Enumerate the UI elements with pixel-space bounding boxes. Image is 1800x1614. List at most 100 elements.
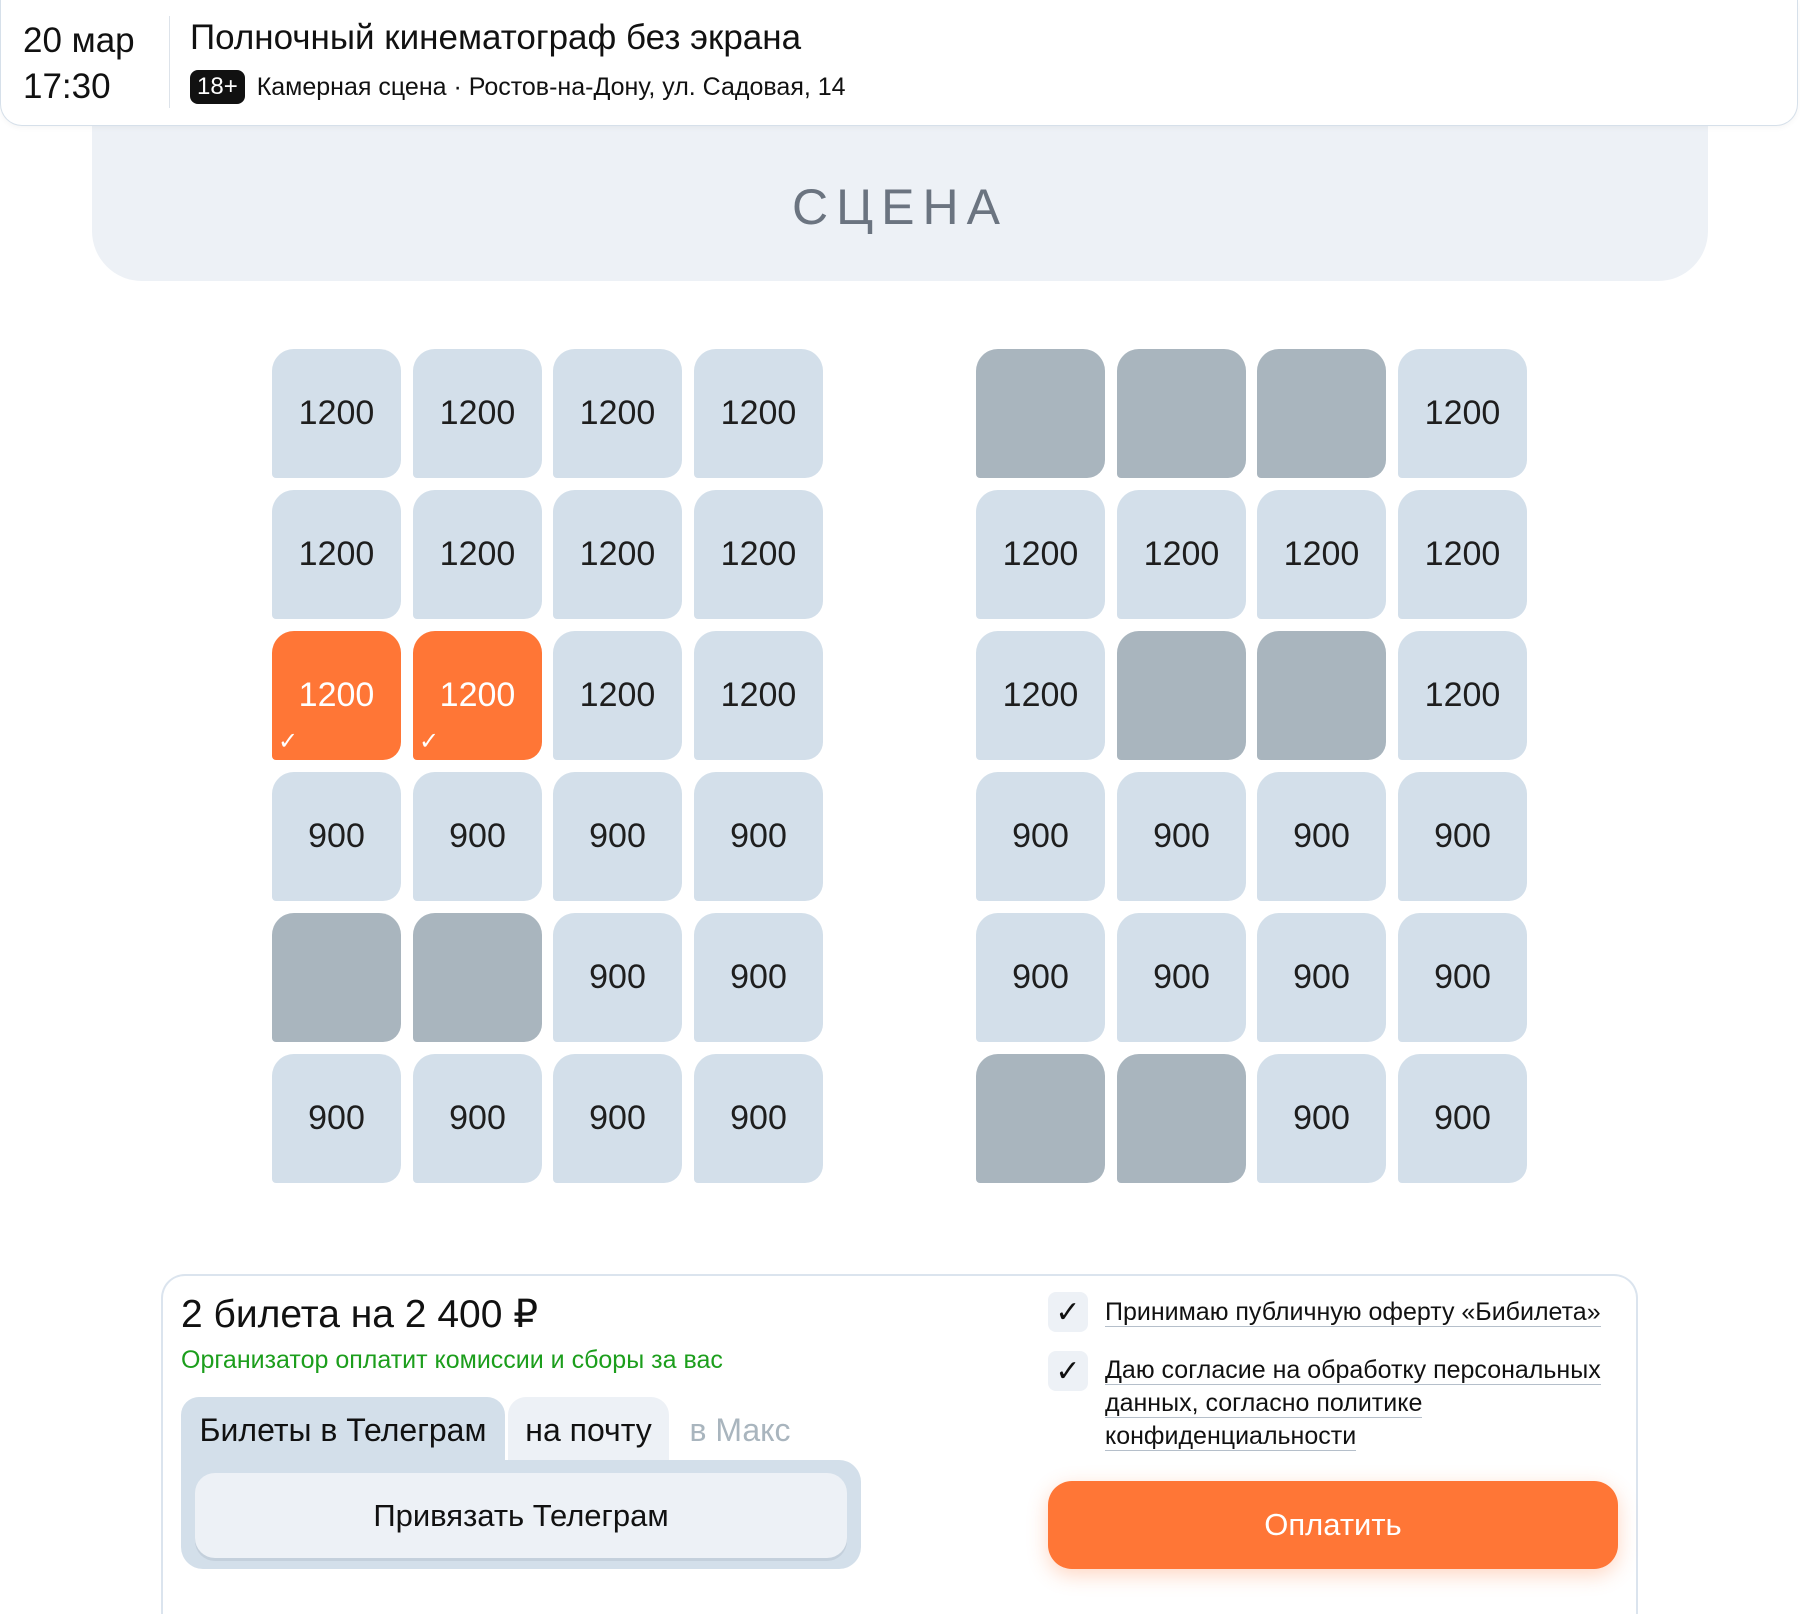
seat-occupied bbox=[976, 1054, 1105, 1183]
seat[interactable]: 900 bbox=[976, 772, 1105, 901]
seat[interactable]: 900 bbox=[694, 913, 823, 1042]
seat-price: 1200 bbox=[579, 676, 656, 714]
seat-price: 900 bbox=[589, 958, 646, 996]
seat[interactable]: 1200 bbox=[976, 490, 1105, 619]
seat[interactable]: 900 bbox=[976, 913, 1105, 1042]
stage: СЦЕНА bbox=[92, 110, 1708, 281]
seat-price: 1200 bbox=[1143, 535, 1220, 573]
seat-price: 1200 bbox=[298, 394, 375, 432]
seat[interactable]: 1200 bbox=[1257, 490, 1386, 619]
seat-price: 900 bbox=[449, 817, 506, 855]
seat[interactable]: 1200 bbox=[553, 490, 682, 619]
seat[interactable]: 1200 bbox=[1398, 349, 1527, 478]
pay-button[interactable]: Оплатить bbox=[1048, 1481, 1618, 1569]
seat[interactable]: 900 bbox=[1398, 1054, 1527, 1183]
seat[interactable]: 900 bbox=[413, 772, 542, 901]
seat[interactable]: 900 bbox=[272, 772, 401, 901]
seat-price: 900 bbox=[1434, 817, 1491, 855]
seat-price: 900 bbox=[1293, 1099, 1350, 1137]
seat-price: 900 bbox=[730, 817, 787, 855]
seat-price: 1200 bbox=[439, 535, 516, 573]
stage-label: СЦЕНА bbox=[792, 179, 1008, 235]
seat[interactable]: 1200 bbox=[1398, 631, 1527, 760]
age-badge: 18+ bbox=[190, 70, 245, 104]
seat[interactable]: 1200 bbox=[1398, 490, 1527, 619]
seat[interactable]: 900 bbox=[694, 772, 823, 901]
seat-price: 1200 bbox=[579, 394, 656, 432]
seat-price: 1200 bbox=[579, 535, 656, 573]
venue: Камерная сцена · Ростов-на-Дону, ул. Сад… bbox=[256, 72, 846, 101]
seat-occupied bbox=[1117, 631, 1246, 760]
order-panel bbox=[161, 1274, 1638, 1614]
seat-price: 1200 bbox=[720, 676, 797, 714]
seat[interactable]: 1200 bbox=[413, 490, 542, 619]
seat-price: 1200 bbox=[720, 394, 797, 432]
seat[interactable]: 1200 bbox=[553, 631, 682, 760]
seat-occupied bbox=[976, 349, 1105, 478]
seat-price: 900 bbox=[730, 1099, 787, 1137]
seat[interactable]: 1200 bbox=[976, 631, 1105, 760]
privacy-label[interactable]: Даю согласие на обработку персональных д… bbox=[1105, 1356, 1601, 1451]
seat[interactable]: 900 bbox=[413, 1054, 542, 1183]
seat[interactable]: 1200 bbox=[1117, 490, 1246, 619]
tab-email[interactable]: на почту bbox=[508, 1397, 669, 1463]
seat-price: 1200 bbox=[439, 394, 516, 432]
seat-selected[interactable]: 1200 ✓ bbox=[272, 631, 401, 760]
seat[interactable]: 900 bbox=[1257, 772, 1386, 901]
seat-price: 900 bbox=[1012, 817, 1069, 855]
offer-checkbox[interactable]: ✓ bbox=[1048, 1292, 1088, 1332]
fee-note: Организатор оплатит комиссии и сборы за … bbox=[181, 1346, 723, 1374]
seat[interactable]: 900 bbox=[1398, 772, 1527, 901]
seat-price: 900 bbox=[1434, 1099, 1491, 1137]
event-title: Полночный кинематограф без экрана bbox=[190, 18, 802, 57]
seat-price: 900 bbox=[1153, 958, 1210, 996]
seat-price: 900 bbox=[1012, 958, 1069, 996]
privacy-checkbox[interactable]: ✓ bbox=[1048, 1351, 1088, 1391]
event-header: 20 мар 17:30 Полночный кинематограф без … bbox=[0, 0, 1798, 126]
seat[interactable]: 900 bbox=[553, 1054, 682, 1183]
seat[interactable]: 1200 bbox=[413, 349, 542, 478]
seat-price: 1200 bbox=[720, 535, 797, 573]
seat[interactable]: 900 bbox=[272, 1054, 401, 1183]
bind-telegram-button[interactable]: Привязать Телеграм bbox=[195, 1473, 847, 1558]
seat[interactable]: 1200 bbox=[272, 349, 401, 478]
seat-price: 1200 bbox=[298, 535, 375, 573]
seat-price: 900 bbox=[1293, 817, 1350, 855]
seat[interactable]: 1200 bbox=[694, 349, 823, 478]
seat-occupied bbox=[1117, 349, 1246, 478]
check-icon: ✓ bbox=[419, 728, 440, 755]
seat-occupied bbox=[1257, 631, 1386, 760]
seat-price: 1200 bbox=[1002, 535, 1079, 573]
seat-selected[interactable]: 1200 ✓ bbox=[413, 631, 542, 760]
seat-price: 900 bbox=[730, 958, 787, 996]
seat-price: 900 bbox=[449, 1099, 506, 1137]
seat[interactable]: 900 bbox=[553, 772, 682, 901]
seat[interactable]: 1200 bbox=[694, 631, 823, 760]
order-total: 2 билета на 2 400 ₽ bbox=[181, 1293, 539, 1336]
seat[interactable]: 900 bbox=[1257, 1054, 1386, 1183]
seat-price: 900 bbox=[308, 817, 365, 855]
seat-price: 1200 bbox=[1002, 676, 1079, 714]
check-icon: ✓ bbox=[1055, 1354, 1081, 1388]
seat[interactable]: 1200 bbox=[272, 490, 401, 619]
seat[interactable]: 900 bbox=[553, 913, 682, 1042]
seat[interactable]: 900 bbox=[1117, 913, 1246, 1042]
seat-occupied bbox=[1257, 349, 1386, 478]
seat[interactable]: 900 bbox=[694, 1054, 823, 1183]
seat[interactable]: 1200 bbox=[694, 490, 823, 619]
seat-price: 1200 bbox=[298, 676, 375, 714]
seat-price: 900 bbox=[1293, 958, 1350, 996]
seat[interactable]: 1200 bbox=[553, 349, 682, 478]
tab-telegram[interactable]: Билеты в Телеграм bbox=[181, 1397, 505, 1463]
seat-price: 1200 bbox=[1283, 535, 1360, 573]
tab-panel: Привязать Телеграм bbox=[181, 1460, 861, 1569]
seat-price: 900 bbox=[308, 1099, 365, 1137]
seat[interactable]: 900 bbox=[1398, 913, 1527, 1042]
tab-max[interactable]: в Макс bbox=[689, 1411, 791, 1448]
seat-occupied bbox=[1117, 1054, 1246, 1183]
seat-price: 900 bbox=[589, 1099, 646, 1137]
seat-price: 1200 bbox=[1424, 535, 1501, 573]
seat[interactable]: 900 bbox=[1117, 772, 1246, 901]
seat[interactable]: 900 bbox=[1257, 913, 1386, 1042]
offer-label[interactable]: Принимаю публичную оферту «Бибилета» bbox=[1105, 1298, 1601, 1327]
